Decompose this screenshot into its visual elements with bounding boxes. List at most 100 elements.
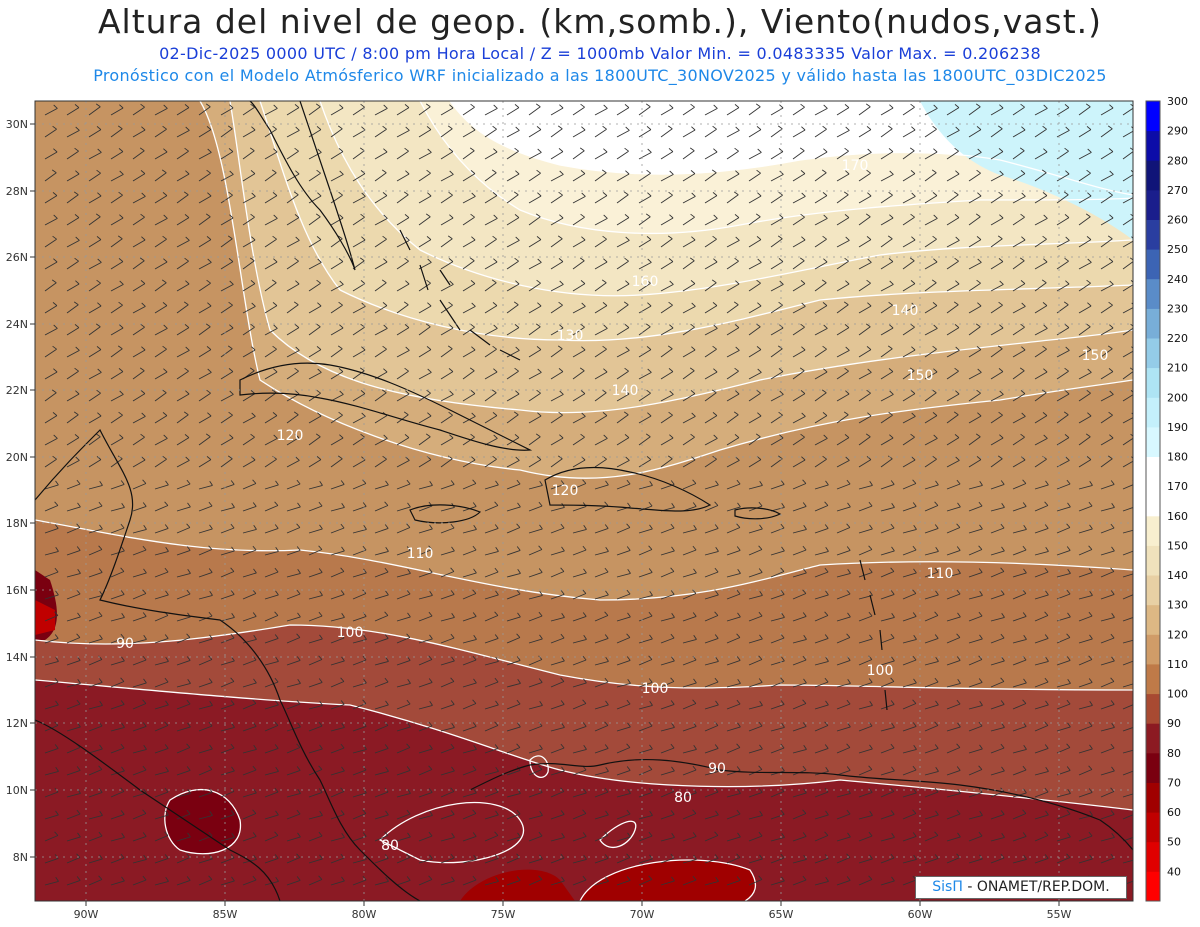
wind-barb	[814, 660, 829, 666]
lat-label: 14N	[6, 651, 28, 664]
wind-barb-flag	[954, 257, 959, 262]
wind-barb	[132, 173, 146, 182]
wind-barb	[154, 305, 168, 314]
wind-barb-flag	[975, 103, 981, 108]
wind-barb	[902, 505, 917, 512]
wind-barb-flag	[913, 524, 917, 530]
wind-barb	[880, 747, 895, 754]
wind-barb	[110, 238, 123, 248]
wind-barb	[792, 106, 805, 116]
wind-barb-flag	[427, 302, 432, 307]
wind-barb	[924, 484, 939, 490]
wind-barb-flag	[1134, 679, 1137, 683]
wind-barb	[88, 659, 103, 666]
wind-barb	[1122, 261, 1133, 270]
wind-barb	[506, 260, 519, 270]
colorbar-swatch	[1146, 278, 1160, 309]
wind-barb	[924, 238, 937, 248]
wind-barb	[770, 703, 785, 710]
wind-barb	[572, 349, 586, 358]
wind-barb-flag	[294, 434, 300, 438]
wind-barb	[1122, 130, 1133, 138]
wind-barb	[902, 370, 915, 380]
wind-barb-flag	[557, 235, 563, 240]
wind-barb	[396, 836, 411, 842]
wind-barb-flag	[253, 854, 257, 860]
wind-barb	[352, 393, 366, 402]
wind-barb	[572, 879, 587, 886]
wind-barb	[220, 483, 235, 490]
wind-barb-flag	[1087, 368, 1092, 373]
wind-barb	[66, 857, 81, 864]
wind-barb	[1012, 150, 1025, 160]
wind-barb-flag	[758, 545, 763, 550]
wind-barb	[462, 260, 475, 270]
wind-barb-flag	[691, 346, 696, 351]
wind-barb	[704, 814, 719, 820]
wind-barb	[902, 879, 917, 886]
wind-barb-flag	[1111, 722, 1115, 728]
wind-barb-flag	[1000, 567, 1005, 572]
colorbar-label: 290	[1167, 125, 1188, 138]
wind-barb-flag	[406, 853, 411, 858]
wind-barb	[1012, 106, 1025, 116]
wind-barb	[946, 682, 961, 688]
wind-barb	[968, 415, 982, 424]
wind-barb-flag	[251, 412, 256, 417]
wind-barb-flag	[759, 700, 763, 706]
wind-barb	[726, 572, 741, 578]
wind-barb	[1056, 836, 1071, 842]
wind-barb-flag	[802, 699, 807, 704]
wind-barb	[374, 348, 387, 358]
wind-barb	[396, 637, 411, 644]
wind-barb	[770, 327, 784, 336]
wind-barb-flag	[495, 656, 499, 662]
wind-barb-flag	[1066, 589, 1071, 595]
wind-barb-flag	[582, 722, 587, 727]
wind-barb-flag	[956, 699, 961, 705]
wind-barb-flag	[758, 721, 763, 727]
wind-barb	[418, 484, 433, 490]
wind-barb-flag	[492, 455, 497, 460]
wind-barb	[1056, 857, 1071, 864]
colorbar-swatch	[1146, 515, 1160, 546]
wind-barb	[374, 571, 389, 578]
wind-barb	[1034, 571, 1049, 578]
wind-barb	[638, 459, 652, 468]
wind-barb	[462, 239, 476, 248]
wind-barb-flag	[164, 744, 169, 749]
wind-barb-flag	[561, 546, 565, 552]
wind-barb-flag	[558, 411, 563, 416]
wind-barb-flag	[165, 656, 169, 662]
wind-barb	[198, 129, 212, 138]
wind-barb	[638, 216, 651, 226]
wind-barb-flag	[382, 455, 387, 460]
wind-barb-flag	[539, 590, 543, 596]
wind-barb	[440, 348, 453, 358]
wind-barb-flag	[492, 235, 497, 240]
wind-barb	[858, 152, 872, 160]
wind-barb	[264, 505, 279, 512]
wind-barb	[550, 527, 565, 534]
wind-barb-flag	[165, 810, 169, 816]
wind-barb-flag	[1023, 634, 1027, 640]
wind-barb-flag	[1042, 235, 1047, 240]
wind-barb	[418, 152, 432, 160]
wind-barb	[572, 416, 586, 424]
wind-barb	[638, 415, 652, 424]
wind-barb-flag	[582, 699, 587, 704]
wind-barb-flag	[802, 765, 807, 771]
wind-barb-flag	[274, 744, 279, 749]
wind-barb	[550, 506, 565, 512]
wind-barb	[748, 239, 762, 248]
wind-barb-flag	[53, 258, 58, 263]
wind-barb	[638, 129, 652, 138]
wind-barb-flag	[208, 568, 213, 573]
wind-barb	[924, 814, 939, 820]
wind-barb	[132, 879, 147, 886]
wind-barb-flag	[759, 634, 763, 640]
wind-barb-flag	[251, 236, 256, 241]
wind-barb-flag	[890, 523, 895, 529]
wind-barb	[902, 659, 917, 666]
wind-barb-flag	[714, 677, 719, 683]
